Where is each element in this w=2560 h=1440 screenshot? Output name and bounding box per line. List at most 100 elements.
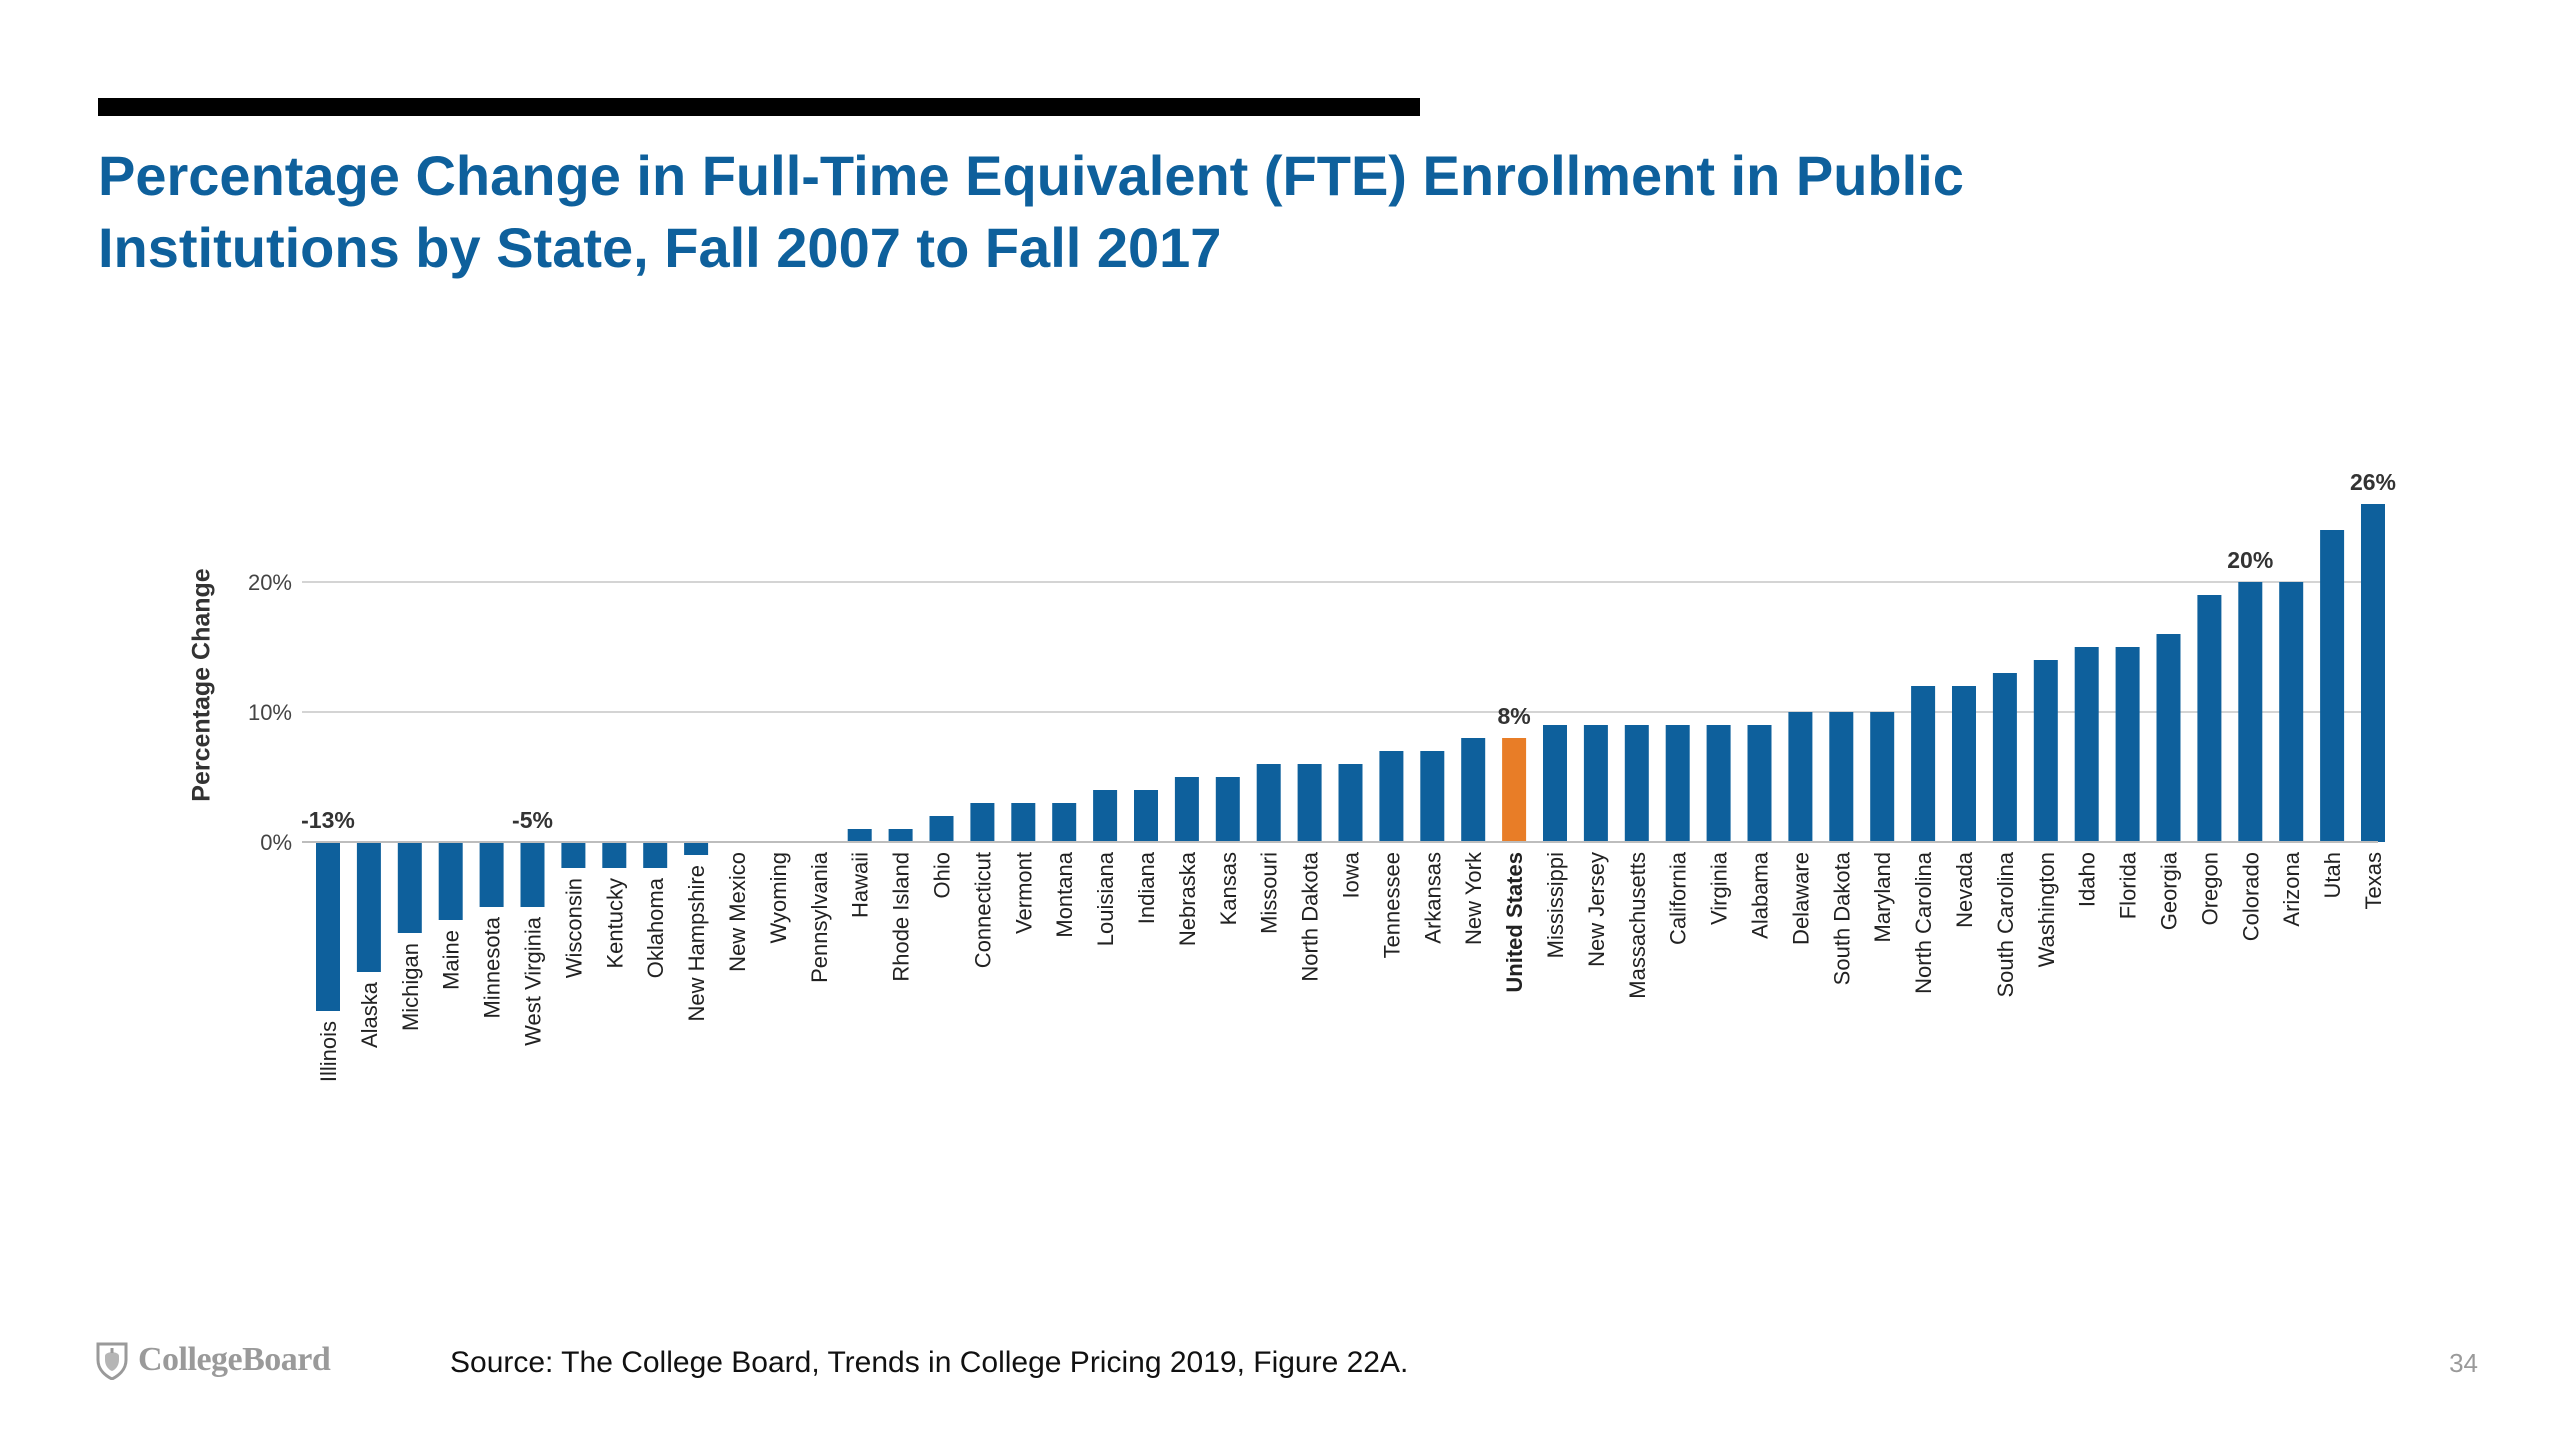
category-label: North Carolina: [1911, 851, 1936, 994]
category-label: Missouri: [1257, 852, 1282, 934]
bar: [1665, 725, 1690, 842]
bar: [438, 842, 463, 920]
category-label: Mississippi: [1543, 852, 1568, 958]
bar: [2197, 595, 2222, 842]
bar: [2115, 647, 2140, 842]
bar: [929, 816, 954, 842]
data-label: 26%: [2350, 469, 2396, 495]
bar: [1215, 777, 1240, 842]
bar: [643, 842, 668, 868]
bar: [1583, 725, 1608, 842]
category-label: Washington: [2034, 852, 2059, 967]
category-label: Kentucky: [602, 878, 627, 969]
source-note: Source: The College Board, Trends in Col…: [450, 1346, 1409, 1379]
y-tick-label: 10%: [248, 700, 292, 725]
category-label: California: [1666, 851, 1691, 945]
category-label: Pennsylvania: [807, 851, 832, 983]
y-tick-label: 0%: [260, 830, 292, 855]
bar: [1256, 764, 1281, 842]
bar: [1911, 686, 1936, 842]
category-label: Michigan: [398, 943, 423, 1031]
category-label: Oklahoma: [643, 877, 668, 978]
page-number: 34: [2449, 1348, 2478, 1378]
bar: [2320, 530, 2345, 842]
category-label: Alabama: [1748, 851, 1773, 939]
category-label: Connecticut: [970, 852, 995, 968]
bar: [970, 803, 995, 842]
bar: [1502, 738, 1527, 842]
bar: [1747, 725, 1772, 842]
category-label: Utah: [2320, 852, 2345, 898]
bar: [2156, 634, 2181, 842]
category-label: Delaware: [1788, 852, 1813, 945]
category-label: Indiana: [1134, 851, 1159, 924]
category-label: Idaho: [2075, 852, 2100, 907]
bar: [1297, 764, 1322, 842]
category-label: Montana: [1052, 851, 1077, 937]
y-axis-label: Percentage Change: [187, 568, 216, 802]
category-label: Vermont: [1011, 852, 1036, 934]
data-label: 20%: [2227, 547, 2273, 573]
top-rule: [98, 98, 1420, 116]
bar: [316, 842, 340, 1011]
bar: [2033, 660, 2058, 842]
bar: [356, 842, 381, 972]
bar: [2074, 647, 2099, 842]
category-label: Louisiana: [1093, 851, 1118, 946]
bar: [1420, 751, 1445, 842]
category-label: Florida: [2116, 851, 2141, 919]
title-line-2: Institutions by State, Fall 2007 to Fall…: [98, 216, 1222, 279]
bar: [1338, 764, 1363, 842]
category-label: Virginia: [1707, 851, 1732, 925]
category-label: North Dakota: [1298, 851, 1323, 981]
category-label: New Hampshire: [684, 865, 709, 1022]
data-label: -13%: [301, 807, 355, 833]
category-label: Texas: [2361, 852, 2386, 909]
category-label: Nevada: [1952, 851, 1977, 928]
category-label: New Jersey: [1584, 852, 1609, 967]
category-label: South Carolina: [1993, 851, 2018, 997]
data-label: 8%: [1497, 703, 1530, 729]
bar: [888, 829, 913, 842]
bar: [1992, 673, 2017, 842]
bar: [1829, 712, 1854, 842]
bar: [1174, 777, 1199, 842]
category-label: New Mexico: [725, 852, 750, 972]
bar: [2238, 582, 2263, 842]
category-label: New York: [1461, 851, 1486, 945]
collegeboard-logo: CollegeBoard: [94, 1340, 331, 1380]
bar: [1052, 803, 1077, 842]
category-label: Georgia: [2157, 851, 2182, 930]
bar: [847, 829, 872, 842]
bar: [479, 842, 504, 907]
bar: [1624, 725, 1649, 842]
category-label: Ohio: [930, 852, 955, 898]
category-label: Oregon: [2197, 852, 2222, 925]
category-label: Tennessee: [1379, 852, 1404, 958]
title-line-1: Percentage Change in Full-Time Equivalen…: [98, 144, 1964, 207]
category-label: Illinois: [316, 1021, 341, 1082]
category-label: South Dakota: [1829, 851, 1854, 985]
category-label: Rhode Island: [889, 852, 914, 982]
y-tick-label: 20%: [248, 570, 292, 595]
bar: [602, 842, 627, 868]
bar: [1134, 790, 1158, 842]
bar: [1952, 686, 1976, 842]
category-label: Kansas: [1216, 852, 1241, 925]
category-label: Wisconsin: [561, 878, 586, 978]
bar: [561, 842, 586, 868]
bar: [1870, 712, 1895, 842]
acorn-shield-icon: [96, 1342, 128, 1380]
data-label: -5%: [512, 807, 553, 833]
bar: [1461, 738, 1486, 842]
category-label: Colorado: [2238, 852, 2263, 941]
bar: [397, 842, 422, 933]
bar: [2361, 504, 2385, 842]
category-label: West Virginia: [521, 916, 546, 1046]
bar: [1706, 725, 1731, 842]
category-label: Iowa: [1339, 851, 1364, 898]
category-label: Maryland: [1870, 852, 1895, 942]
bar: [1788, 712, 1813, 842]
